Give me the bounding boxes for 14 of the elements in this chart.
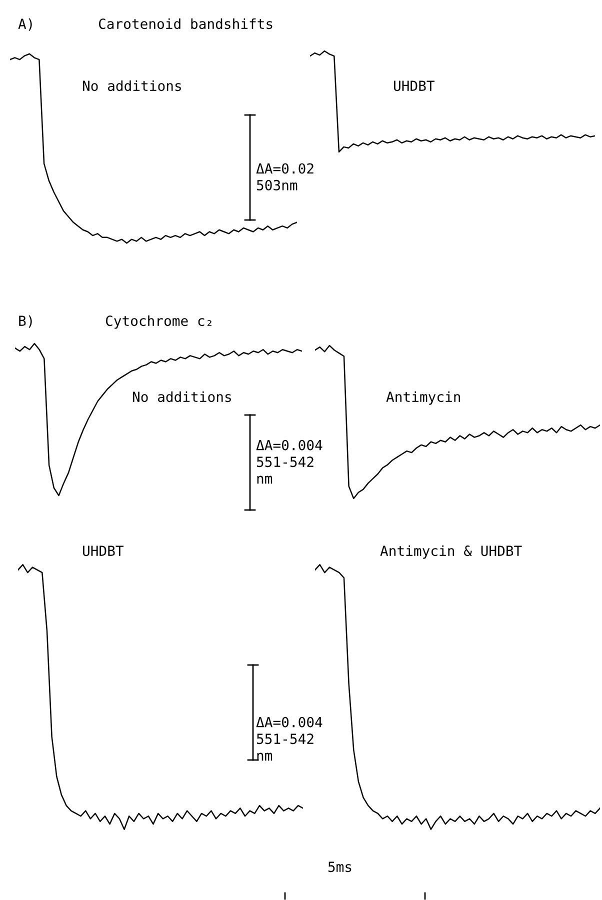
text: A)	[18, 18, 32, 31]
text: Cytochrome c₂	[106, 315, 212, 329]
annotation: ΔA=0.02 503nm	[256, 163, 314, 190]
chart-title: UHDBT	[82, 546, 124, 556]
annotation: ΔA=0.004 551-542 nm	[256, 440, 322, 484]
chart-title: Antimycin & UHDBT	[380, 545, 522, 559]
text: No additions	[132, 391, 231, 402]
text: Antimycin	[386, 391, 460, 405]
text: B)	[19, 315, 32, 328]
annotation: ΔA=0.004 551-542 nm	[256, 716, 322, 761]
text: Carotenoid bandshifts	[98, 18, 272, 30]
text: UHDBT	[394, 80, 434, 92]
text: No additions	[82, 80, 181, 92]
text: 5ms	[328, 862, 352, 872]
